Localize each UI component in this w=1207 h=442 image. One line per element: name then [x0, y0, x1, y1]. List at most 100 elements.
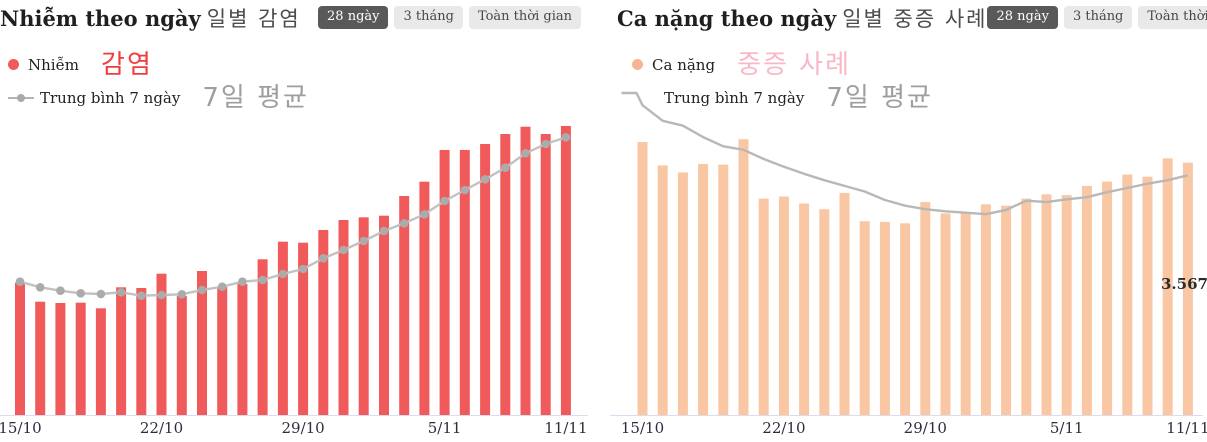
bar[interactable]	[980, 204, 991, 415]
bar[interactable]	[277, 241, 288, 415]
bar[interactable]	[940, 213, 951, 415]
average-point	[440, 196, 449, 206]
bar[interactable]	[718, 164, 729, 415]
range-button-3-months[interactable]: 3 tháng	[1063, 6, 1133, 29]
bar[interactable]	[338, 220, 349, 415]
bar[interactable]	[637, 142, 648, 415]
bar[interactable]	[920, 202, 931, 415]
bar[interactable]	[677, 172, 688, 415]
bar[interactable]	[55, 303, 66, 415]
bar[interactable]	[1081, 185, 1092, 415]
bar[interactable]	[1122, 174, 1133, 416]
average-point	[561, 133, 571, 142]
average-point	[35, 283, 45, 292]
range-button-all-time[interactable]: Toàn thời gian	[468, 6, 581, 29]
average-point	[359, 236, 369, 246]
bar[interactable]	[197, 271, 207, 415]
x-tick-label: 15/10	[0, 419, 42, 437]
bar[interactable]	[1061, 195, 1072, 415]
page-title: Ca nặng theo ngày 일별 중증 사례	[617, 6, 987, 32]
bar[interactable]	[379, 215, 389, 415]
average-point	[116, 288, 126, 297]
x-tick-label: 5/11	[1049, 419, 1084, 437]
infections-series-icon	[8, 59, 19, 70]
bar[interactable]	[1021, 198, 1032, 415]
bar[interactable]	[15, 282, 25, 415]
legend-label: Nhiễm	[28, 55, 80, 74]
bar[interactable]	[176, 296, 187, 415]
average-point	[399, 219, 409, 228]
bar[interactable]	[1102, 181, 1113, 415]
average-point	[339, 245, 348, 255]
bar[interactable]	[1001, 205, 1012, 415]
bar[interactable]	[95, 308, 106, 415]
bar[interactable]	[35, 301, 46, 415]
bar[interactable]	[298, 242, 309, 415]
panel-daily-infections: Nhiễm theo ngày 일별 감염 28 ngày 3 tháng Toà…	[0, 6, 604, 441]
average-line	[621, 91, 1189, 216]
bar[interactable]	[459, 150, 470, 415]
average-point	[258, 275, 267, 285]
range-button-28-days[interactable]: 28 ngày	[318, 6, 389, 29]
severe-cases-chart	[610, 91, 1203, 416]
legend-label-korean: 감염	[101, 49, 153, 80]
bar[interactable]	[399, 196, 410, 415]
bar[interactable]	[480, 144, 491, 415]
bar[interactable]	[75, 302, 86, 415]
bar[interactable]	[520, 126, 531, 415]
bar[interactable]	[900, 223, 911, 415]
bar[interactable]	[738, 139, 749, 415]
bar[interactable]	[859, 221, 870, 415]
bar[interactable]	[257, 259, 268, 415]
bar[interactable]	[358, 217, 369, 415]
legend: Nhiễm 감염 Trung bình 7 ngày 7일 평균	[8, 48, 309, 114]
legend-item-infections: Nhiễm 감염	[8, 48, 309, 81]
bar[interactable]	[217, 287, 228, 415]
bar[interactable]	[960, 213, 971, 415]
bar[interactable]	[879, 221, 890, 415]
bar[interactable]	[1142, 176, 1153, 415]
x-axis-tick-labels: 15/10 22/10 29/10 5/11 11/11	[604, 419, 1207, 441]
page-title: Nhiễm theo ngày 일별 감염	[0, 6, 301, 32]
average-point	[480, 175, 490, 184]
bar[interactable]	[237, 284, 248, 415]
average-point	[501, 163, 510, 172]
x-tick-label: 11/11	[1166, 419, 1207, 437]
bar[interactable]	[156, 273, 167, 415]
range-button-3-months[interactable]: 3 tháng	[394, 6, 463, 29]
range-button-28-days[interactable]: 28 ngày	[987, 6, 1058, 29]
bar[interactable]	[1041, 194, 1052, 415]
bar[interactable]	[778, 196, 789, 416]
bar[interactable]	[419, 181, 430, 415]
legend-item-severe-cases: Ca nặng 중증 사례	[632, 48, 933, 81]
bar[interactable]	[1162, 158, 1173, 416]
bar[interactable]	[839, 192, 850, 415]
average-point	[137, 291, 146, 301]
bar[interactable]	[657, 165, 668, 415]
x-axis-tick-labels: 15/10 22/10 29/10 5/11 11/11	[0, 419, 604, 441]
bar[interactable]	[560, 126, 571, 415]
bar[interactable]	[540, 134, 551, 415]
bar[interactable]	[799, 203, 810, 416]
bar[interactable]	[318, 230, 329, 415]
range-button-all-time[interactable]: Toàn thời gian	[1138, 6, 1207, 29]
bar[interactable]	[500, 134, 511, 415]
bar[interactable]	[116, 287, 127, 415]
average-point	[217, 282, 227, 292]
panel-header: Ca nặng theo ngày 일별 중증 사례 28 ngày 3 thán…	[617, 6, 1207, 32]
x-tick-label: 11/11	[544, 419, 588, 437]
panel-title: Nhiễm theo ngày	[0, 6, 201, 31]
x-tick-label: 15/10	[620, 419, 665, 437]
average-point	[15, 277, 25, 287]
average-point	[298, 264, 308, 274]
average-point	[521, 149, 530, 158]
panel-header: Nhiễm theo ngày 일별 감염 28 ngày 3 tháng Toà…	[0, 6, 604, 32]
bar[interactable]	[819, 209, 830, 415]
bar[interactable]	[1182, 162, 1193, 415]
bar[interactable]	[439, 150, 450, 415]
bar[interactable]	[136, 288, 147, 415]
legend-item-7day-average: Trung bình 7 ngày 7일 평균	[632, 81, 933, 114]
bar[interactable]	[758, 198, 769, 415]
bar[interactable]	[698, 163, 709, 415]
